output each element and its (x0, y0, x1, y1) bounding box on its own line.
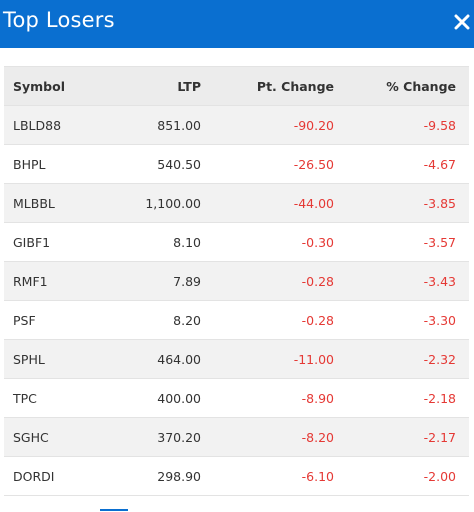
ltp-cell: 1,100.00 (145, 195, 201, 211)
ltp-cell: 851.00 (157, 117, 201, 133)
close-button[interactable] (454, 12, 470, 32)
ltp-cell: 7.89 (173, 273, 201, 289)
table-row[interactable]: DORDI 298.90 -6.10 -2.00 (4, 457, 469, 496)
symbol-cell: DORDI (13, 468, 55, 484)
pt-change-cell: -0.30 (301, 234, 334, 250)
symbol-cell: PSF (13, 312, 36, 328)
table-row[interactable]: BHPL 540.50 -26.50 -4.67 (4, 145, 469, 184)
ltp-cell: 370.20 (157, 429, 201, 445)
pct-change-cell: -3.57 (423, 234, 456, 250)
ltp-cell: 540.50 (157, 156, 201, 172)
pt-change-cell: -11.00 (293, 351, 334, 367)
pct-change-cell: -2.00 (423, 468, 456, 484)
pct-change-cell: -3.43 (423, 273, 456, 289)
table-row[interactable]: SGHC 370.20 -8.20 -2.17 (4, 418, 469, 457)
symbol-cell: LBLD88 (13, 117, 62, 133)
column-header-pt-change[interactable]: Pt. Change (256, 78, 334, 94)
table-row[interactable]: LBLD88 851.00 -90.20 -9.58 (4, 106, 469, 145)
symbol-cell: BHPL (13, 156, 46, 172)
symbol-cell: RMF1 (13, 273, 48, 289)
pct-change-cell: -9.58 (423, 117, 456, 133)
table-row[interactable]: TPC 400.00 -8.90 -2.18 (4, 379, 469, 418)
pct-change-cell: -3.85 (423, 195, 456, 211)
table-row[interactable]: RMF1 7.89 -0.28 -3.43 (4, 262, 469, 301)
pct-change-cell: -2.32 (423, 351, 456, 367)
ltp-cell: 8.10 (173, 234, 201, 250)
column-header-symbol[interactable]: Symbol (13, 78, 65, 94)
table-row[interactable]: GIBF1 8.10 -0.30 -3.57 (4, 223, 469, 262)
pt-change-cell: -90.20 (293, 117, 334, 133)
ltp-cell: 298.90 (157, 468, 201, 484)
scroll-indicator (100, 509, 128, 511)
pt-change-cell: -8.90 (301, 390, 334, 406)
pt-change-cell: -44.00 (293, 195, 334, 211)
column-header-ltp[interactable]: LTP (177, 78, 201, 94)
ltp-cell: 464.00 (157, 351, 201, 367)
pt-change-cell: -0.28 (301, 312, 334, 328)
pct-change-cell: -2.18 (423, 390, 456, 406)
top-losers-table: Symbol LTP Pt. Change % Change LBLD88 851… (4, 66, 469, 496)
pt-change-cell: -8.20 (301, 429, 334, 445)
pt-change-cell: -26.50 (293, 156, 334, 172)
modal-header: Top Losers (0, 0, 474, 48)
symbol-cell: GIBF1 (13, 234, 51, 250)
table-row[interactable]: MLBBL 1,100.00 -44.00 -3.85 (4, 184, 469, 223)
ltp-cell: 8.20 (173, 312, 201, 328)
symbol-cell: MLBBL (13, 195, 55, 211)
close-icon (454, 14, 470, 30)
symbol-cell: SPHL (13, 351, 45, 367)
pt-change-cell: -6.10 (301, 468, 334, 484)
symbol-cell: SGHC (13, 429, 49, 445)
table-row[interactable]: PSF 8.20 -0.28 -3.30 (4, 301, 469, 340)
column-header-pct-change[interactable]: % Change (386, 78, 456, 94)
pct-change-cell: -4.67 (423, 156, 456, 172)
pt-change-cell: -0.28 (301, 273, 334, 289)
symbol-cell: TPC (13, 390, 37, 406)
pct-change-cell: -2.17 (423, 429, 456, 445)
modal-title: Top Losers (3, 8, 115, 32)
pct-change-cell: -3.30 (423, 312, 456, 328)
ltp-cell: 400.00 (157, 390, 201, 406)
table-header-row: Symbol LTP Pt. Change % Change (4, 67, 469, 106)
table-row[interactable]: SPHL 464.00 -11.00 -2.32 (4, 340, 469, 379)
